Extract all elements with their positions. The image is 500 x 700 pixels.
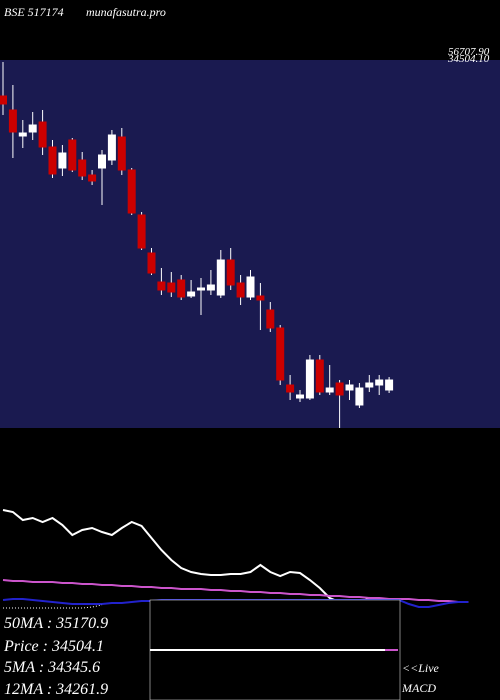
candle-body (276, 327, 285, 381)
candle-body (315, 359, 324, 393)
candle-body (286, 384, 295, 393)
candle-body (256, 295, 265, 301)
price-label: 56707.90 (448, 46, 490, 58)
candle-body (365, 382, 374, 388)
candle-body (147, 252, 156, 274)
price-text: Price : 34504.1 (3, 638, 104, 655)
candle-body (88, 174, 97, 182)
candle-body (28, 124, 37, 133)
candle-body (107, 134, 116, 161)
candle-body (48, 146, 57, 175)
ma-label: 50MA : 35170.9 (4, 615, 108, 632)
candle-body (226, 259, 235, 286)
candles (0, 62, 394, 428)
macd-label: MACD (401, 681, 436, 695)
candle-body (325, 387, 334, 393)
candle-body (206, 284, 215, 291)
indicator-line (2, 509, 390, 606)
candle-body (0, 95, 7, 105)
candle-body (246, 276, 255, 298)
candle-body (266, 309, 275, 329)
candle-body (236, 282, 245, 298)
candle-body (8, 109, 17, 133)
candle-body (177, 279, 186, 298)
candle-body (38, 121, 47, 148)
candle-body (167, 282, 176, 293)
candle-body (345, 384, 354, 391)
live-label: <<Live (402, 661, 440, 675)
ma-label: 12MA : 34261.9 (4, 681, 108, 698)
chart-subtitle: munafasutra.pro (86, 5, 166, 19)
price-panel (0, 60, 500, 428)
candle-body (18, 132, 27, 137)
candle-body (98, 154, 106, 169)
candle-body (305, 359, 314, 399)
candle-body (117, 136, 126, 171)
candle-body (187, 291, 196, 297)
candle-body (335, 382, 344, 396)
chart-title: BSE 517174 (4, 5, 64, 19)
candle-body (58, 152, 67, 169)
candle-body (157, 281, 166, 291)
candle-body (385, 379, 394, 391)
candle-body (375, 379, 384, 386)
price-label: 34504.10 (447, 53, 490, 65)
candle-body (355, 387, 364, 406)
candle-body (216, 259, 225, 296)
candle-body (127, 169, 136, 214)
candle-body (78, 159, 87, 177)
candle-body (197, 287, 205, 291)
candle-body (296, 394, 304, 399)
candle-body (68, 139, 77, 171)
ma-label: 5MA : 34345.6 (4, 659, 100, 676)
candle-body (137, 214, 146, 249)
